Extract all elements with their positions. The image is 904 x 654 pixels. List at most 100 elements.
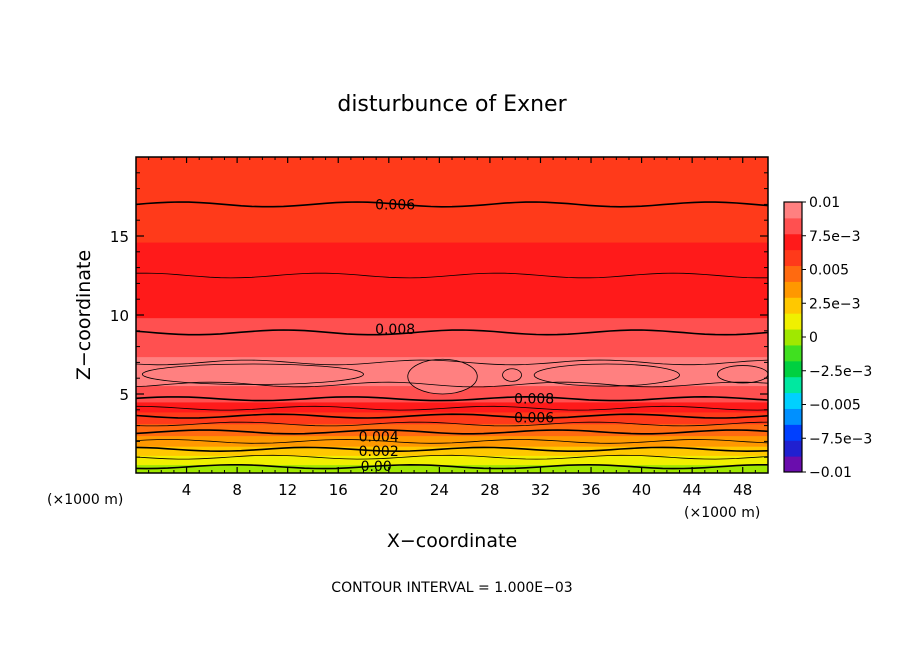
contour-line: [136, 381, 768, 388]
field-band: [136, 461, 768, 464]
contour-label: 0.006: [375, 197, 415, 213]
y-tick-label: 15: [110, 228, 129, 246]
field-band: [136, 421, 768, 424]
field-band: [136, 394, 768, 398]
colorbar-tick-label: 2.5e−3: [809, 296, 861, 312]
field-band: [136, 192, 768, 198]
max-cell: [141, 363, 364, 385]
colorbar-tick-label: −0.01: [809, 465, 852, 481]
field-band: [136, 459, 768, 462]
colorbar-segment: [784, 313, 802, 330]
max-cell: [502, 368, 522, 382]
field-band: [136, 409, 768, 412]
field-band: [136, 415, 768, 417]
y-tick-label: 5: [119, 386, 129, 404]
contour-label: 0.008: [514, 392, 554, 408]
field-band: [136, 430, 768, 433]
field-band: [136, 426, 768, 429]
field-band: [136, 429, 768, 432]
field-band: [136, 457, 768, 460]
x-tick-label: 40: [632, 481, 651, 499]
field-band: [136, 357, 768, 361]
field-band: [136, 442, 768, 445]
contour-label: 0.00: [361, 459, 392, 475]
field-band: [136, 420, 768, 423]
colorbar-segment: [784, 392, 802, 409]
field-band: [136, 404, 768, 407]
x-tick-label: 16: [329, 481, 348, 499]
contour-label: 0.002: [359, 444, 399, 460]
contour-line: [136, 405, 768, 411]
colorbar-segment: [784, 297, 802, 314]
field-band: [136, 440, 768, 442]
field-band: [136, 406, 768, 409]
field-band: [136, 462, 768, 465]
field-band: [136, 425, 768, 428]
colorbar-segment: [784, 281, 802, 298]
field-band: [136, 340, 768, 345]
field-band: [136, 176, 768, 182]
colorbar-segment: [784, 456, 802, 473]
field-band: [136, 295, 768, 303]
x-tick-label: 4: [182, 481, 192, 499]
colorbar-tick-label: 7.5e−3: [809, 229, 861, 245]
field-band: [136, 458, 768, 461]
colorbar-segment: [784, 408, 802, 425]
colorbar-segment: [784, 360, 802, 378]
y-axis-label: Z−coordinate: [73, 250, 95, 380]
contour-line: [136, 201, 768, 208]
field-band: [136, 444, 768, 446]
field-band: [136, 434, 768, 437]
field-band: [136, 428, 768, 431]
contour-line: [136, 421, 768, 427]
colorbar-tick-label: 0: [809, 330, 818, 346]
colorbar-segment: [784, 329, 802, 346]
field-band: [136, 196, 768, 202]
colorbar-tick-label: −0.005: [809, 398, 861, 414]
field-band: [136, 445, 768, 448]
x-tick-label: 12: [278, 481, 297, 499]
colorbar-segment: [784, 249, 802, 267]
field-band: [136, 188, 768, 194]
field-band: [136, 308, 768, 316]
x-tick-label: 44: [683, 481, 702, 499]
field-band: [136, 160, 768, 166]
field-band: [136, 437, 768, 440]
field-band: [136, 236, 768, 244]
field-band: [136, 441, 768, 444]
field-band: [136, 180, 768, 186]
field-band: [136, 282, 768, 290]
field-band: [136, 449, 768, 452]
contour-line: [136, 463, 768, 470]
field-band: [136, 288, 768, 296]
colorbar-segment: [784, 202, 802, 219]
colorbar-segment: [784, 376, 802, 394]
field-band: [136, 467, 768, 470]
contour-line: [136, 454, 768, 460]
max-cell: [407, 358, 478, 395]
field-band: [136, 262, 768, 270]
field-band: [136, 230, 768, 237]
y-tick-label: 10: [110, 307, 129, 325]
max-cell: [717, 365, 768, 384]
field-band: [136, 333, 768, 338]
colorbar: 0.01 7.5e−3 0.005 2.5e−3 0 −2.5e−3 −0.005 −7.5e…: [783, 195, 872, 481]
contour-line: [136, 272, 768, 279]
field-band: [136, 301, 768, 310]
field-band: [136, 407, 768, 411]
field-band: [136, 318, 768, 322]
colorbar-segment: [784, 344, 802, 362]
field-band: [136, 268, 768, 277]
field-band: [136, 351, 768, 356]
field-band: [136, 396, 768, 400]
field-band: [136, 463, 768, 466]
field-band: [136, 172, 768, 178]
field-band: [136, 451, 768, 454]
field-band: [136, 424, 768, 427]
field-band: [136, 200, 768, 205]
max-value-cells: [141, 358, 768, 395]
contour-line: [136, 429, 768, 435]
field-band: [136, 255, 768, 263]
